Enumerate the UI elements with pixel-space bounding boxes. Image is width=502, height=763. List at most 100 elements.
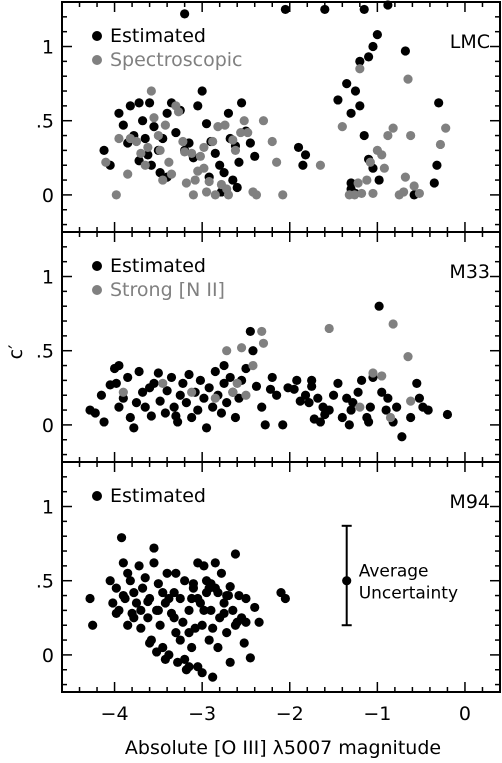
data-point: [239, 638, 249, 648]
data-point: [175, 593, 185, 604]
data-point: [403, 74, 413, 84]
data-point: [162, 568, 172, 578]
data-point: [289, 384, 299, 394]
y-tick-label: .5: [36, 341, 54, 363]
errorbar-point: [342, 576, 352, 586]
data-point: [118, 387, 128, 397]
data-point: [129, 613, 139, 623]
data-point: [320, 4, 330, 15]
data-point: [362, 175, 372, 185]
data-point: [111, 583, 121, 593]
series-estimated: [85, 533, 290, 682]
data-point: [137, 583, 148, 593]
legend-label: Strong [N II]: [110, 279, 225, 301]
data-point: [250, 602, 260, 613]
data-point: [365, 157, 375, 167]
data-point: [131, 398, 142, 408]
data-point: [377, 387, 387, 397]
data-point: [219, 598, 229, 608]
data-point: [222, 346, 232, 356]
data-point: [228, 605, 238, 615]
data-point: [406, 130, 416, 141]
data-point: [193, 593, 203, 604]
data-point: [355, 101, 365, 111]
data-point: [111, 608, 121, 618]
data-point: [136, 623, 146, 633]
data-point: [118, 558, 128, 568]
data-point: [228, 135, 238, 145]
data-point: [260, 420, 270, 430]
data-point: [403, 352, 413, 362]
data-point: [199, 142, 209, 153]
data-point: [160, 654, 170, 664]
data-point: [377, 371, 387, 381]
data-point: [111, 190, 121, 200]
data-point: [223, 190, 234, 200]
legend-label: Estimated: [110, 485, 206, 507]
data-point: [114, 133, 124, 144]
data-point: [333, 95, 343, 105]
data-point: [149, 122, 159, 132]
data-point: [333, 378, 343, 388]
data-point: [213, 587, 223, 598]
data-point: [118, 590, 128, 601]
data-point: [374, 301, 384, 311]
data-point: [145, 638, 155, 648]
data-point: [180, 147, 190, 157]
data-point: [236, 343, 247, 353]
data-point: [353, 178, 363, 188]
data-point: [187, 387, 197, 397]
data-point: [208, 623, 218, 633]
data-point: [180, 9, 190, 19]
data-point: [153, 130, 163, 141]
data-point: [213, 642, 223, 653]
y-tick-label: 0: [42, 645, 54, 667]
data-point: [162, 386, 172, 396]
data-point: [364, 417, 374, 427]
data-point: [337, 122, 347, 132]
data-point: [123, 169, 133, 179]
data-point: [385, 412, 396, 423]
data-point: [328, 390, 339, 400]
data-point: [184, 605, 194, 615]
data-point: [245, 138, 255, 148]
data-point: [175, 635, 185, 645]
data-point: [355, 402, 365, 412]
data-point: [85, 593, 95, 604]
data-point: [257, 326, 267, 337]
data-point: [175, 390, 185, 400]
data-point: [230, 145, 241, 155]
data-point: [388, 319, 398, 329]
data-point: [153, 368, 163, 378]
data-point: [219, 168, 229, 178]
data-point: [160, 408, 170, 418]
data-point: [210, 393, 220, 403]
data-point: [241, 617, 251, 627]
data-point: [116, 533, 127, 543]
panel-m94: 0 .5 1 −4 −3 −2 −1 0 M94 Estimated AverageUncertai…: [36, 461, 501, 725]
data-point: [368, 368, 378, 378]
data-point: [171, 628, 181, 638]
data-point: [178, 136, 188, 147]
data-point: [90, 408, 100, 418]
data-point: [134, 366, 144, 377]
data-point: [399, 187, 409, 197]
data-point: [208, 402, 218, 412]
data-point: [230, 549, 241, 559]
data-point: [99, 145, 109, 155]
data-point: [123, 620, 133, 630]
data-point: [234, 157, 244, 167]
y-tick-label: 1: [42, 37, 54, 59]
data-point: [134, 561, 144, 571]
data-point: [204, 635, 214, 645]
data-point: [225, 657, 235, 667]
data-point: [216, 568, 227, 578]
data-point: [236, 127, 246, 138]
data-point: [228, 175, 238, 185]
data-point: [149, 113, 159, 123]
data-point: [149, 558, 159, 568]
data-point: [292, 375, 302, 385]
data-point: [258, 116, 269, 126]
